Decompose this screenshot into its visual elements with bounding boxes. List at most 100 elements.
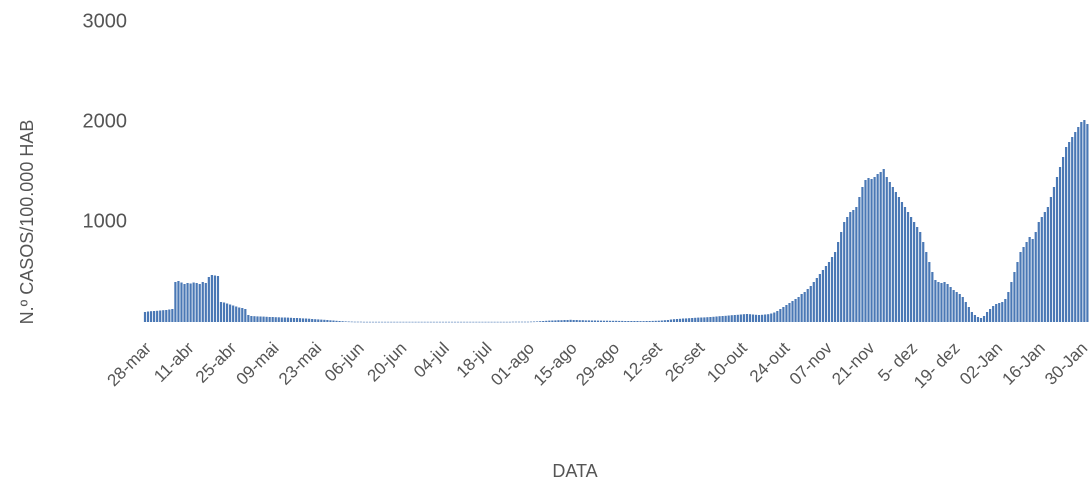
bar xyxy=(247,315,250,322)
bar xyxy=(596,320,600,322)
bar xyxy=(432,321,435,323)
bar xyxy=(408,321,411,323)
bar xyxy=(718,316,721,322)
bar xyxy=(341,321,344,322)
bar xyxy=(891,187,894,322)
bar xyxy=(1022,247,1025,322)
bar xyxy=(168,309,171,322)
bar xyxy=(289,317,293,322)
bar xyxy=(177,281,180,322)
bar xyxy=(803,292,806,322)
bar xyxy=(308,318,311,322)
bar xyxy=(861,187,864,322)
bar xyxy=(1080,122,1083,322)
bar xyxy=(581,320,584,322)
bar xyxy=(867,178,870,322)
bar xyxy=(642,321,645,322)
bar xyxy=(262,316,265,322)
bar xyxy=(1086,124,1089,322)
bar xyxy=(256,316,259,322)
bar xyxy=(748,314,752,322)
bar xyxy=(779,309,782,322)
bar xyxy=(1074,132,1077,322)
bar xyxy=(198,284,201,322)
bar xyxy=(1046,207,1049,322)
x-tick-label: 11-abr xyxy=(150,338,198,386)
bar xyxy=(806,289,809,322)
bar xyxy=(165,310,168,322)
bar xyxy=(949,287,952,322)
bar xyxy=(846,217,849,322)
bar xyxy=(301,318,305,322)
bar xyxy=(292,318,296,322)
bar xyxy=(384,321,387,323)
bar xyxy=(602,320,606,322)
bar xyxy=(958,294,961,322)
bar xyxy=(937,282,940,322)
bar xyxy=(824,266,828,322)
bar xyxy=(599,320,603,322)
bar xyxy=(192,282,195,322)
bar xyxy=(827,262,831,322)
bar xyxy=(1004,299,1007,322)
bar xyxy=(821,270,825,322)
bar xyxy=(189,283,192,322)
bar xyxy=(511,321,514,323)
bar xyxy=(873,177,876,322)
bar xyxy=(754,314,758,322)
x-tick-label: 01-ago xyxy=(487,339,538,390)
bar xyxy=(490,321,493,323)
bar xyxy=(1061,157,1065,322)
bar xyxy=(700,317,703,322)
bar xyxy=(1019,252,1022,322)
bar xyxy=(925,252,928,322)
bar xyxy=(350,321,353,323)
bar xyxy=(782,307,785,322)
bar xyxy=(992,306,995,322)
bar xyxy=(624,321,627,322)
bar xyxy=(514,321,517,323)
bar xyxy=(815,278,818,322)
bar xyxy=(767,314,770,322)
bar xyxy=(1052,187,1056,322)
bar xyxy=(797,297,800,322)
bar xyxy=(344,321,347,322)
bar xyxy=(572,320,575,322)
bar xyxy=(180,282,183,322)
bar xyxy=(922,242,925,322)
bar xyxy=(295,318,299,322)
bar xyxy=(575,320,578,322)
bar xyxy=(940,283,943,322)
bar xyxy=(235,306,238,322)
bar xyxy=(648,321,651,322)
bar xyxy=(989,309,992,322)
bar xyxy=(672,319,676,322)
bar xyxy=(213,275,217,322)
bar xyxy=(153,311,156,322)
bar xyxy=(721,316,724,322)
bar xyxy=(660,320,663,322)
bar xyxy=(709,317,712,322)
bar xyxy=(347,321,350,323)
bar xyxy=(654,320,657,322)
bar xyxy=(627,321,630,322)
bar xyxy=(830,257,834,322)
bar xyxy=(426,321,429,323)
bar xyxy=(438,321,441,323)
y-tick-label: 3000 xyxy=(83,10,128,32)
bar xyxy=(371,321,375,323)
bar xyxy=(916,227,919,322)
bar xyxy=(885,177,888,322)
bar xyxy=(882,169,885,322)
bar xyxy=(414,321,417,323)
bar xyxy=(645,321,648,322)
bar xyxy=(761,314,764,322)
bar xyxy=(493,321,496,323)
bar xyxy=(688,318,691,322)
bar xyxy=(770,313,773,322)
bar xyxy=(377,321,381,323)
bar xyxy=(520,321,524,323)
bar xyxy=(277,317,280,322)
bar xyxy=(849,212,852,322)
